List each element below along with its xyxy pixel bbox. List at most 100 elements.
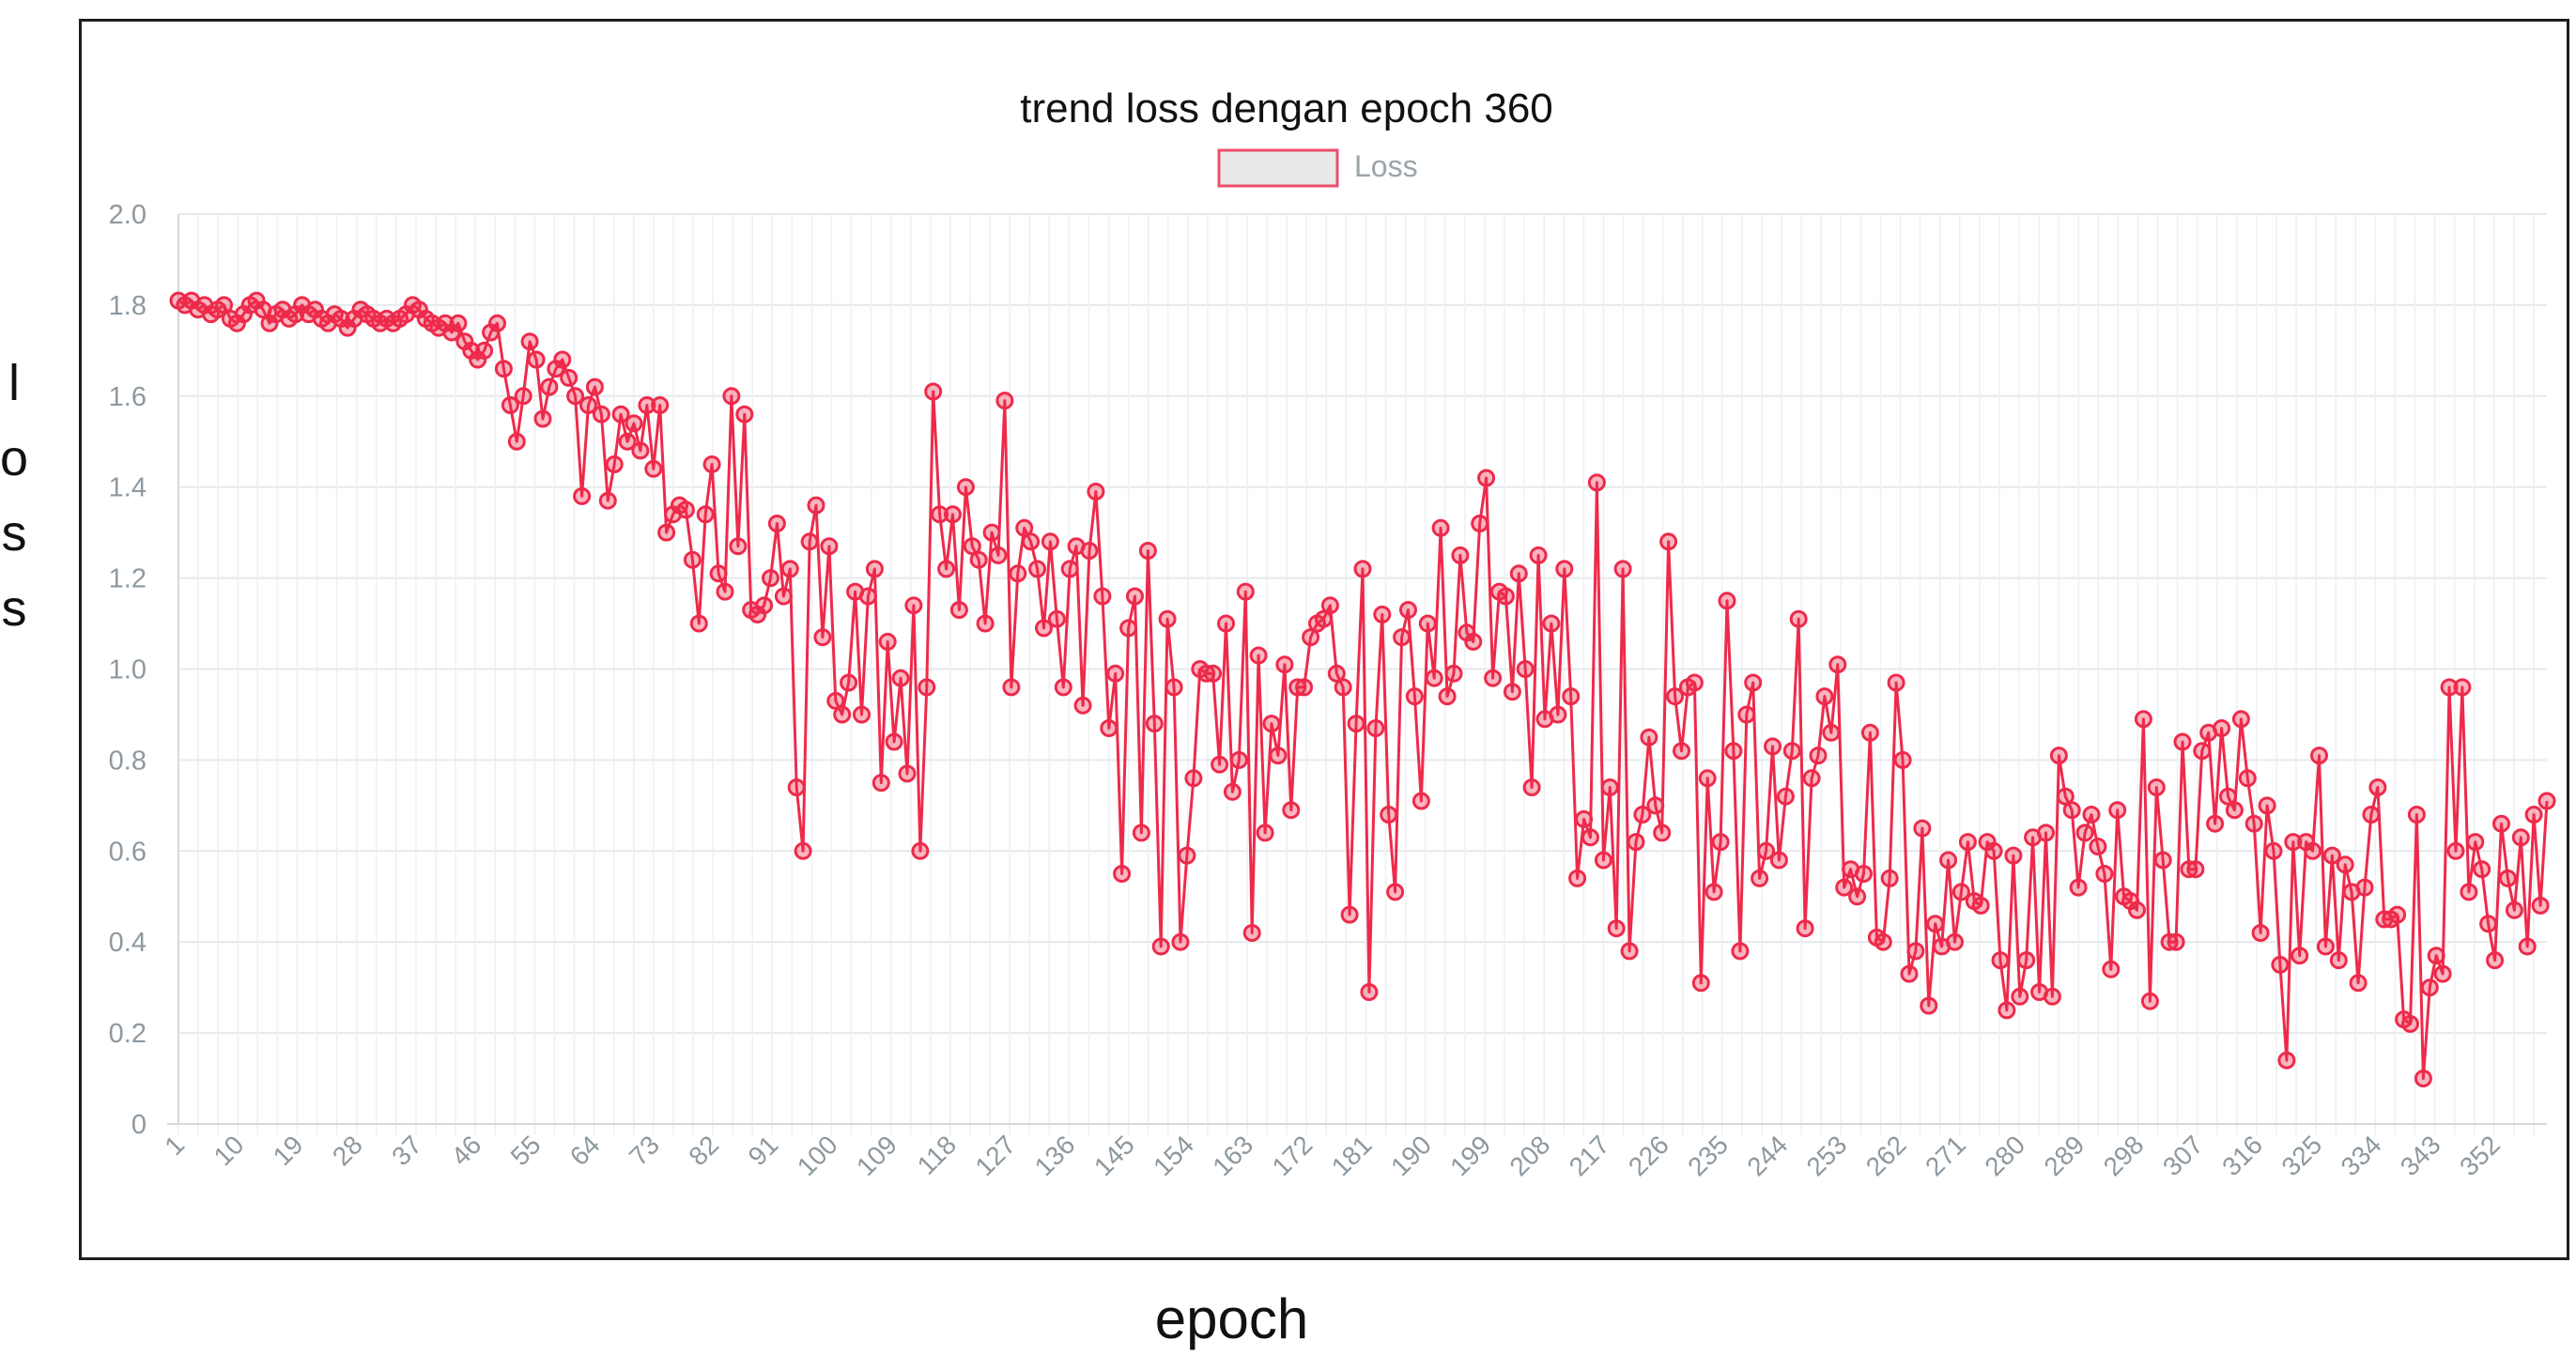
data-point[interactable] bbox=[1913, 819, 1932, 838]
data-point[interactable] bbox=[735, 405, 754, 423]
data-point[interactable] bbox=[2244, 814, 2263, 833]
data-point[interactable] bbox=[1926, 915, 1945, 933]
data-point[interactable] bbox=[2108, 801, 2127, 820]
data-point[interactable] bbox=[1822, 723, 1841, 742]
data-point[interactable] bbox=[1620, 942, 1639, 961]
data-point[interactable] bbox=[1594, 851, 1612, 870]
data-point[interactable] bbox=[1028, 560, 1047, 578]
data-point[interactable] bbox=[2231, 710, 2250, 729]
data-point[interactable] bbox=[1796, 919, 1814, 938]
data-point[interactable] bbox=[722, 387, 741, 406]
data-point[interactable] bbox=[689, 614, 708, 633]
data-point[interactable] bbox=[807, 496, 825, 515]
data-point[interactable] bbox=[1835, 878, 1854, 897]
data-point[interactable] bbox=[1022, 532, 1041, 551]
data-point[interactable] bbox=[605, 455, 624, 473]
data-point[interactable] bbox=[767, 515, 786, 532]
data-point[interactable] bbox=[2414, 1070, 2432, 1087]
data-point[interactable] bbox=[625, 414, 643, 433]
data-point[interactable] bbox=[1880, 869, 1899, 887]
data-point[interactable] bbox=[1087, 483, 1105, 500]
data-point[interactable] bbox=[2173, 732, 2192, 751]
data-point[interactable] bbox=[1581, 828, 1599, 847]
data-point[interactable] bbox=[2473, 860, 2491, 879]
data-point[interactable] bbox=[1236, 582, 1255, 601]
data-point[interactable] bbox=[1041, 532, 1059, 551]
data-point[interactable] bbox=[1893, 750, 1912, 769]
data-point[interactable] bbox=[1496, 587, 1515, 606]
data-point[interactable] bbox=[2453, 678, 2472, 697]
data-point[interactable] bbox=[514, 387, 532, 406]
data-point[interactable] bbox=[898, 764, 917, 783]
data-point[interactable] bbox=[2492, 814, 2510, 833]
data-point[interactable] bbox=[2049, 747, 2068, 765]
data-point[interactable] bbox=[1698, 769, 1717, 788]
data-point[interactable] bbox=[1673, 742, 1690, 761]
data-point[interactable] bbox=[2511, 828, 2530, 847]
data-point[interactable] bbox=[1399, 601, 1417, 619]
data-point[interactable] bbox=[560, 368, 578, 387]
data-point[interactable] bbox=[1782, 742, 1801, 761]
data-point[interactable] bbox=[1600, 778, 1619, 796]
data-point[interactable] bbox=[1633, 806, 1652, 824]
data-point[interactable] bbox=[1874, 932, 1892, 951]
data-point[interactable] bbox=[2466, 833, 2485, 852]
data-point[interactable] bbox=[1549, 705, 1567, 724]
data-point[interactable] bbox=[709, 564, 728, 583]
data-point[interactable] bbox=[1757, 841, 1776, 860]
data-point[interactable] bbox=[1431, 518, 1450, 537]
data-point[interactable] bbox=[1320, 596, 1339, 615]
data-point[interactable] bbox=[1151, 937, 1170, 956]
data-point[interactable] bbox=[1295, 678, 1314, 697]
data-point[interactable] bbox=[891, 669, 910, 687]
data-point[interactable] bbox=[1204, 664, 1223, 683]
data-point[interactable] bbox=[1145, 715, 1164, 733]
data-point[interactable] bbox=[1828, 655, 1847, 674]
data-point[interactable] bbox=[1991, 951, 2010, 970]
data-point[interactable] bbox=[1685, 673, 1704, 692]
data-point[interactable] bbox=[937, 560, 956, 578]
legend-swatch[interactable] bbox=[1217, 148, 1339, 188]
data-point[interactable] bbox=[1659, 532, 1678, 551]
data-point[interactable] bbox=[488, 314, 506, 332]
data-point[interactable] bbox=[787, 778, 806, 796]
data-point[interactable] bbox=[475, 341, 494, 360]
data-point[interactable] bbox=[2062, 801, 2081, 820]
data-point[interactable] bbox=[755, 596, 774, 615]
data-point[interactable] bbox=[1302, 628, 1320, 647]
data-point[interactable] bbox=[911, 841, 930, 860]
data-point[interactable] bbox=[1347, 715, 1365, 733]
data-point[interactable] bbox=[1444, 664, 1463, 683]
data-point[interactable] bbox=[1484, 669, 1503, 687]
data-point[interactable] bbox=[696, 505, 715, 524]
data-point[interactable] bbox=[1887, 673, 1905, 692]
data-point[interactable] bbox=[2322, 846, 2341, 865]
data-point[interactable] bbox=[2140, 992, 2159, 1010]
data-point[interactable] bbox=[1106, 664, 1125, 683]
data-point[interactable] bbox=[813, 628, 832, 647]
data-point[interactable] bbox=[1900, 964, 1919, 983]
data-point[interactable] bbox=[2251, 924, 2270, 942]
data-point[interactable] bbox=[865, 560, 884, 578]
data-point[interactable] bbox=[1815, 687, 1834, 706]
data-point[interactable] bbox=[1171, 932, 1190, 951]
data-point[interactable] bbox=[1256, 824, 1274, 842]
data-point[interactable] bbox=[1984, 841, 2003, 860]
data-point[interactable] bbox=[1555, 560, 1574, 578]
data-point[interactable] bbox=[976, 614, 995, 633]
data-point[interactable] bbox=[982, 523, 1001, 542]
data-point[interactable] bbox=[820, 537, 839, 556]
data-point[interactable] bbox=[853, 705, 871, 724]
data-point[interactable] bbox=[2498, 869, 2517, 887]
data-point[interactable] bbox=[949, 601, 968, 619]
data-point[interactable] bbox=[2206, 814, 2225, 833]
data-point[interactable] bbox=[1380, 806, 1398, 824]
data-point[interactable] bbox=[1353, 560, 1372, 578]
data-point[interactable] bbox=[1451, 546, 1470, 564]
data-point[interactable] bbox=[1217, 614, 1235, 633]
data-point[interactable] bbox=[774, 587, 793, 606]
data-point[interactable] bbox=[449, 314, 468, 332]
data-point[interactable] bbox=[2037, 824, 2055, 842]
data-point[interactable] bbox=[566, 387, 585, 406]
data-point[interactable] bbox=[579, 396, 597, 414]
